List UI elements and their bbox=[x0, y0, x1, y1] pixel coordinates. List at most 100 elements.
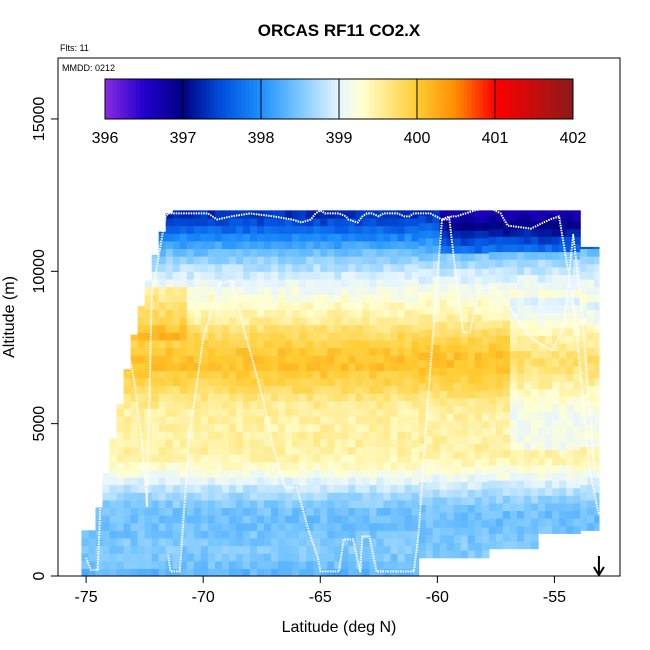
heatmap-cell bbox=[200, 484, 209, 493]
colorbar-swatch bbox=[218, 79, 223, 119]
heatmap-cell bbox=[151, 317, 160, 326]
heatmap-cell bbox=[502, 297, 511, 306]
heatmap-cell bbox=[383, 233, 392, 242]
heatmap-cell bbox=[488, 327, 497, 336]
heatmap-cell bbox=[516, 297, 525, 306]
heatmap-cell bbox=[116, 484, 125, 493]
heatmap-cell bbox=[250, 339, 258, 349]
heatmap-cell bbox=[278, 370, 286, 379]
heatmap-cell bbox=[151, 476, 160, 486]
heatmap-cell bbox=[552, 487, 560, 496]
heatmap-cell bbox=[137, 507, 146, 516]
colorbar-swatch bbox=[261, 79, 266, 119]
heatmap-cell bbox=[235, 324, 244, 333]
heatmap-cell bbox=[566, 335, 574, 344]
heatmap-cell bbox=[278, 309, 286, 318]
heatmap-cell bbox=[545, 327, 553, 336]
colorbar-swatch bbox=[479, 79, 484, 119]
heatmap-cell bbox=[299, 461, 307, 470]
heatmap-cell bbox=[179, 461, 188, 470]
heatmap-cell bbox=[228, 469, 237, 478]
heatmap-cell bbox=[200, 568, 209, 577]
heatmap-cell bbox=[320, 408, 328, 417]
heatmap-cell bbox=[341, 286, 349, 295]
heatmap-cell bbox=[334, 553, 342, 562]
heatmap-cell bbox=[495, 449, 504, 458]
heatmap-cell bbox=[151, 256, 160, 265]
heatmap-cell bbox=[123, 416, 132, 425]
heatmap-cell bbox=[158, 423, 167, 432]
heatmap-cell bbox=[207, 248, 216, 257]
heatmap-cell bbox=[313, 278, 321, 288]
heatmap-cell bbox=[531, 281, 539, 291]
heatmap-cell bbox=[348, 377, 356, 387]
heatmap-cell bbox=[509, 289, 518, 298]
heatmap-cell bbox=[594, 324, 600, 333]
heatmap-cell bbox=[264, 476, 272, 486]
heatmap-cell bbox=[257, 454, 265, 463]
heatmap-cell bbox=[446, 283, 455, 292]
heatmap-cell bbox=[271, 545, 279, 554]
colorbar-tick-label: 400 bbox=[404, 130, 431, 147]
heatmap-cell bbox=[531, 228, 539, 237]
heatmap-cell bbox=[200, 461, 209, 470]
y-tick-label: 5000 bbox=[31, 406, 48, 442]
heatmap-cell bbox=[207, 461, 216, 470]
heatmap-cell bbox=[552, 228, 560, 237]
heatmap-cell bbox=[453, 512, 462, 521]
heatmap-cell bbox=[467, 428, 476, 437]
heatmap-cell bbox=[453, 374, 462, 384]
heatmap-cell bbox=[334, 324, 342, 333]
heatmap-cell bbox=[425, 534, 434, 544]
heatmap-cell bbox=[362, 484, 371, 493]
heatmap-cell bbox=[179, 476, 188, 486]
heatmap-cell bbox=[165, 393, 174, 402]
heatmap-cell bbox=[341, 438, 349, 448]
heatmap-cell bbox=[151, 530, 160, 539]
heatmap-cell bbox=[306, 271, 314, 280]
heatmap-cell bbox=[207, 416, 216, 425]
heatmap-cell bbox=[566, 210, 574, 214]
heatmap-cell bbox=[383, 515, 392, 524]
heatmap-cell bbox=[460, 352, 469, 361]
heatmap-cell bbox=[538, 449, 546, 458]
heatmap-cell bbox=[228, 309, 237, 318]
heatmap-cell bbox=[390, 301, 399, 310]
heatmap-cell bbox=[341, 256, 349, 265]
heatmap-cell bbox=[369, 347, 378, 356]
heatmap-cell bbox=[587, 362, 595, 371]
heatmap-cell bbox=[278, 271, 286, 280]
heatmap-cell bbox=[573, 373, 581, 382]
heatmap-cell bbox=[467, 275, 476, 285]
heatmap-cell bbox=[151, 515, 160, 524]
heatmap-cell bbox=[123, 461, 132, 470]
heatmap-cell bbox=[594, 370, 600, 379]
heatmap-cell bbox=[383, 408, 392, 417]
heatmap-cell bbox=[341, 309, 349, 318]
heatmap-cell bbox=[158, 408, 167, 417]
heatmap-cell bbox=[552, 327, 560, 336]
heatmap-cell bbox=[495, 228, 504, 237]
heatmap-cell bbox=[214, 263, 223, 272]
heatmap-cell bbox=[545, 342, 553, 352]
heatmap-cell bbox=[432, 245, 441, 254]
heatmap-cell bbox=[355, 515, 364, 524]
heatmap-cell bbox=[341, 240, 349, 250]
heatmap-cell bbox=[299, 271, 307, 280]
heatmap-cell bbox=[502, 274, 511, 283]
heatmap-cell bbox=[355, 454, 364, 463]
heatmap-cell bbox=[116, 469, 125, 478]
heatmap-cell bbox=[404, 454, 413, 463]
heatmap-cell bbox=[299, 393, 307, 402]
heatmap-cell bbox=[390, 530, 399, 539]
heatmap-cell bbox=[594, 301, 600, 310]
heatmap-cell bbox=[446, 443, 455, 452]
heatmap-cell bbox=[221, 530, 230, 539]
heatmap-cell bbox=[488, 487, 497, 496]
heatmap-cell bbox=[502, 518, 511, 527]
heatmap-cell bbox=[144, 347, 153, 356]
heatmap-cell bbox=[425, 260, 434, 269]
heatmap-cell bbox=[355, 324, 364, 333]
heatmap-cell bbox=[418, 298, 427, 307]
heatmap-cell bbox=[559, 304, 567, 314]
